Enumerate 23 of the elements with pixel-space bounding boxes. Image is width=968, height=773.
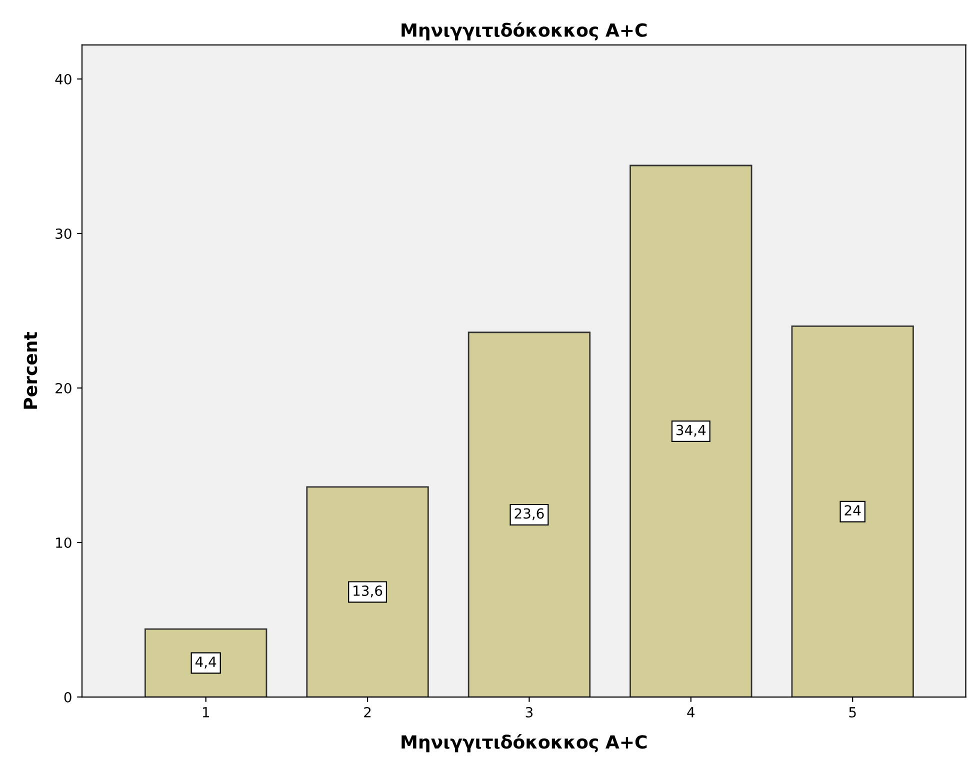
y-tick-label: 30 [56,228,72,239]
bar [468,332,591,698]
x-tick-label: 1 [202,707,209,718]
x-tick-label: 5 [849,707,856,718]
chart-title: Μηνιγγιτιδόκοκκος A+C [402,22,647,40]
data-label: 4,4 [195,656,216,668]
bar [630,164,752,698]
bar [306,486,429,698]
x-tick-label: 2 [364,706,371,718]
y-axis-title: Percent [24,332,38,409]
x-tick-label: 3 [526,706,533,718]
data-label: 23,6 [514,508,544,520]
x-axis-title: Μηνιγγιτιδόκοκκος A+C [402,734,647,752]
data-label: 24 [844,505,861,516]
bar [144,628,268,698]
y-tick-label: 40 [55,74,72,84]
y-tick-label: 10 [56,537,72,548]
y-tick-label: 0 [64,692,72,702]
y-tick-label: 20 [56,382,72,394]
data-label: 13,6 [354,585,382,598]
bar [791,326,914,698]
data-label: 34,4 [676,424,706,437]
x-tick-label: 4 [687,707,695,718]
